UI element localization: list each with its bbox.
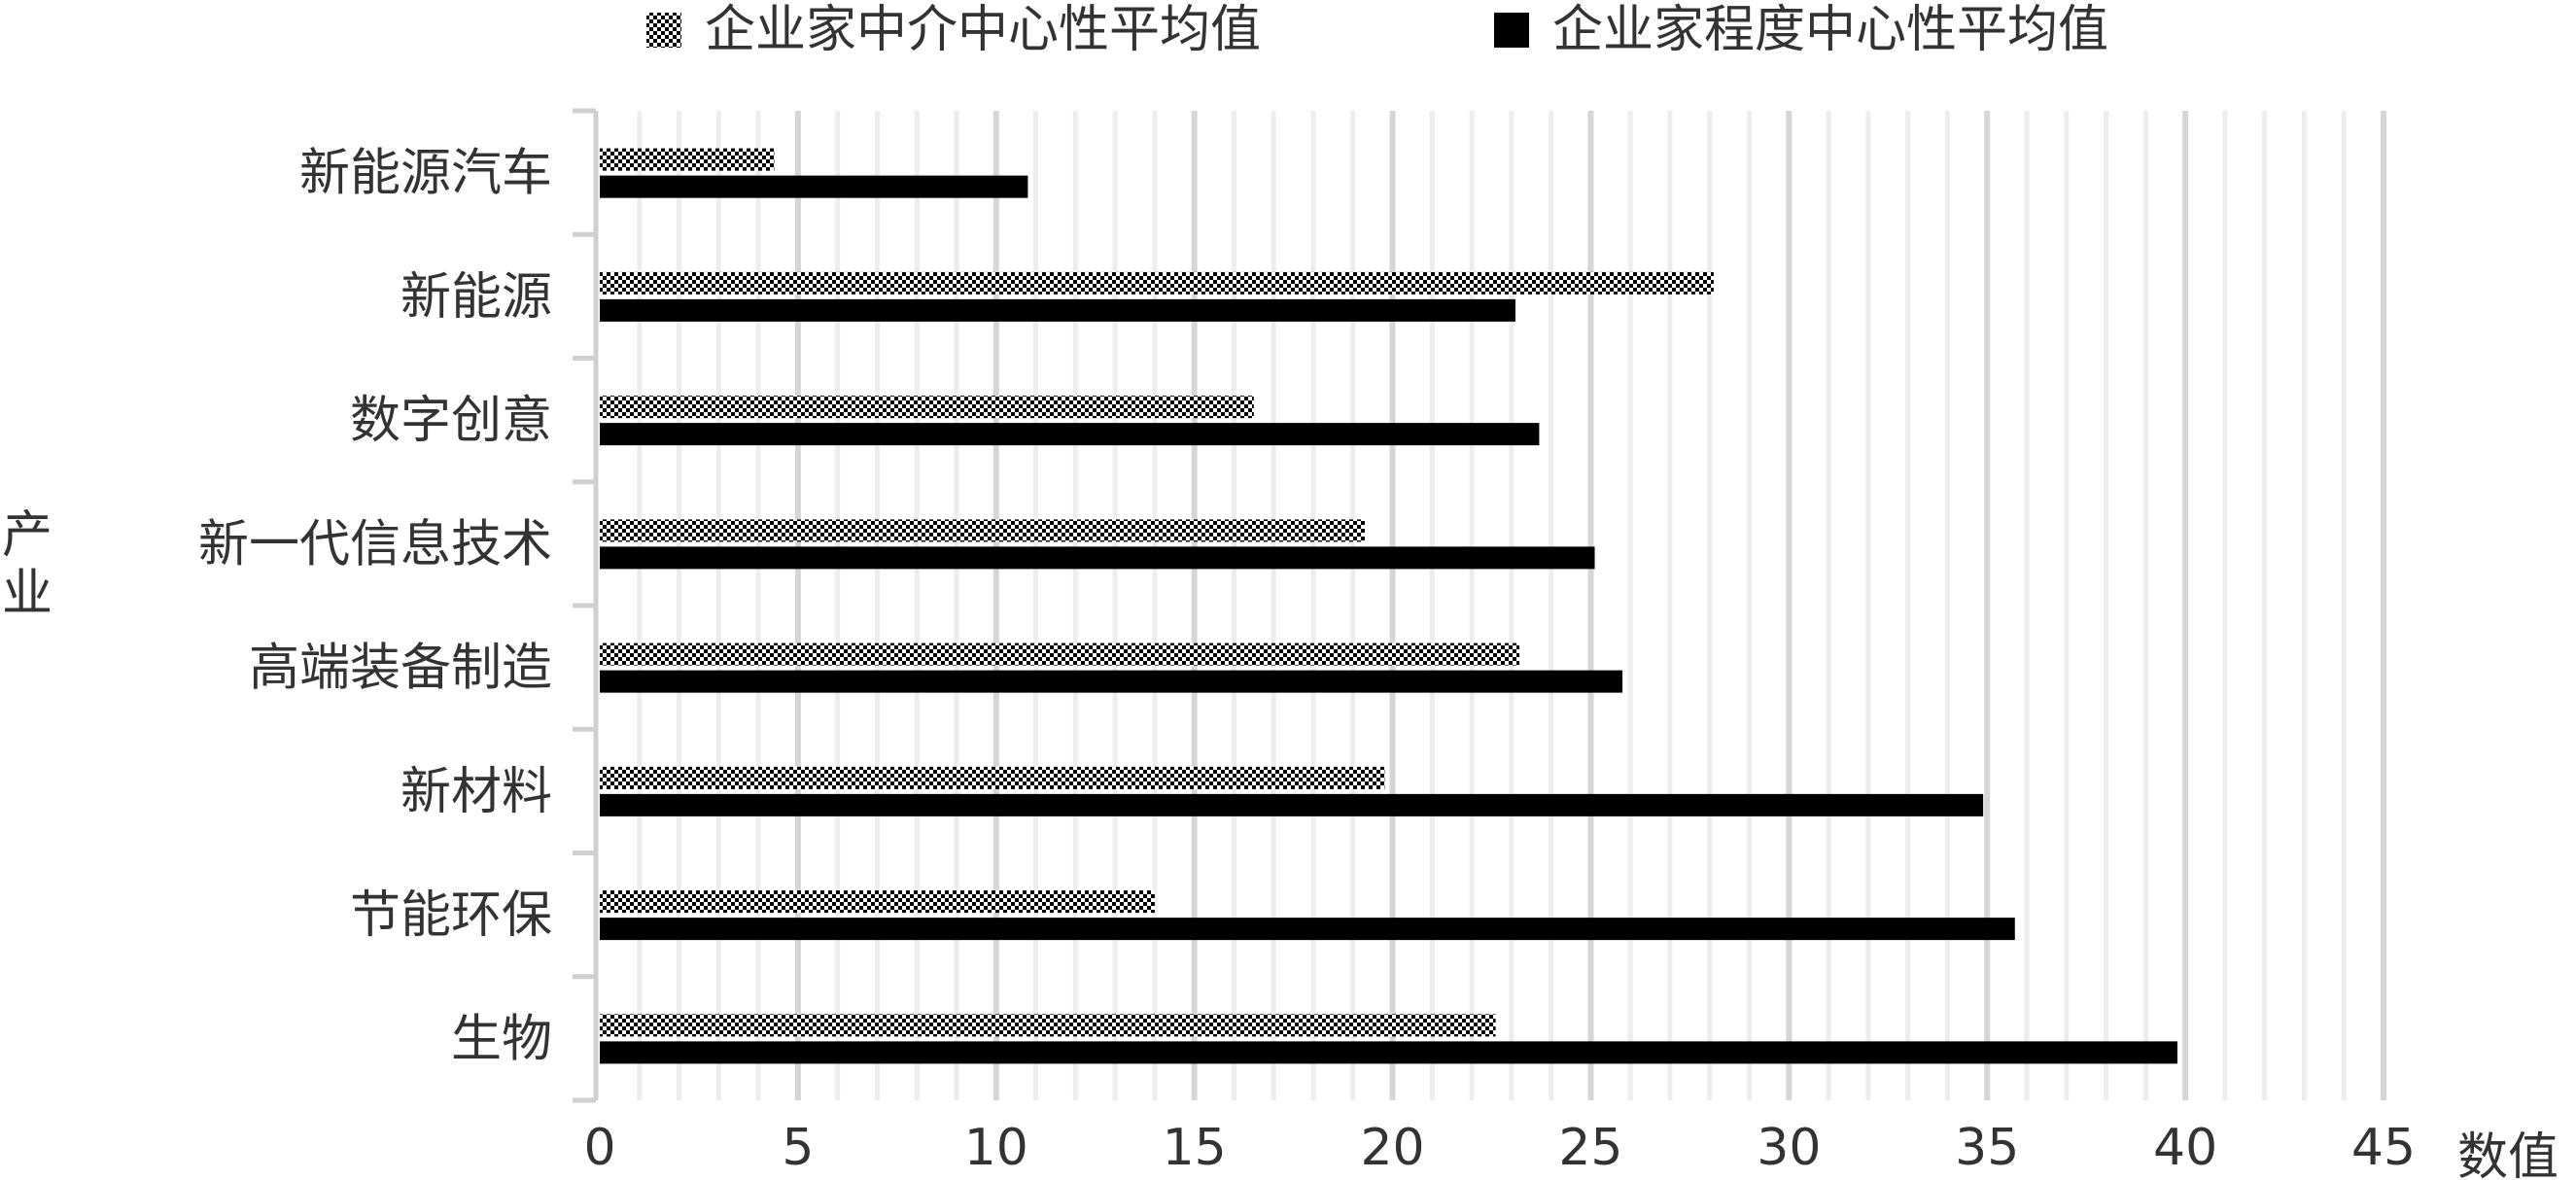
bars <box>600 148 2177 1064</box>
bar-series-1 <box>600 1014 1496 1037</box>
legend-swatch-series-2 <box>1494 13 1529 48</box>
category-label: 新能源 <box>400 268 552 327</box>
x-axis-title: 数值 <box>2457 1128 2559 1180</box>
category-label: 新能源汽车 <box>299 145 552 203</box>
x-tick-label: 10 <box>964 1119 1028 1177</box>
x-tick-label: 15 <box>1163 1119 1227 1177</box>
x-tick-label: 35 <box>1955 1119 2019 1177</box>
bar-series-1 <box>600 766 1385 789</box>
x-tick-label: 20 <box>1360 1119 1424 1177</box>
vertical-gridlines <box>637 111 2386 1100</box>
bar-series-1 <box>600 148 775 171</box>
legend-item-series-2: 企业家程度中心性平均值 <box>1494 1 2108 59</box>
bar-series-1 <box>600 396 1254 419</box>
category-label: 数字创意 <box>350 392 552 450</box>
category-label: 生物 <box>451 1010 552 1068</box>
bar-series-2 <box>600 793 1984 816</box>
bar-series-1 <box>600 890 1155 914</box>
y-axis-title: 产业 <box>2 506 52 623</box>
bar-series-2 <box>600 175 1028 198</box>
y-axis-tick-marks <box>573 108 596 1103</box>
bar-series-2 <box>600 918 2015 941</box>
x-tick-label: 0 <box>583 1119 615 1177</box>
bar-series-2 <box>600 298 1515 322</box>
x-tick-label: 45 <box>2351 1119 2416 1177</box>
x-tick-label: 25 <box>1558 1119 1622 1177</box>
y-axis <box>573 108 599 1103</box>
category-label: 高端装备制造 <box>249 640 552 698</box>
bar-series-2 <box>600 670 1623 693</box>
x-tick-label: 5 <box>782 1119 814 1177</box>
bar-series-2 <box>600 546 1595 570</box>
legend-label-series-1: 企业家中介中心性平均值 <box>705 1 1261 59</box>
bar-series-1 <box>600 271 1714 295</box>
x-tick-label: 40 <box>2153 1119 2217 1177</box>
bar-series-1 <box>600 519 1366 542</box>
chart-legend: 企业家中介中心性平均值 企业家程度中心性平均值 <box>646 1 2108 59</box>
category-label: 新一代信息技术 <box>198 515 552 573</box>
bar-series-2 <box>600 423 1540 446</box>
category-label: 节能环保 <box>350 886 552 945</box>
x-axis-tick-labels: 0 5 10 15 20 25 30 35 40 45 <box>583 1119 2416 1177</box>
bar-series-1 <box>600 642 1520 666</box>
legend-swatch-series-1 <box>646 13 681 48</box>
bar-series-2 <box>600 1041 2177 1064</box>
category-label: 新材料 <box>400 763 552 821</box>
legend-label-series-2: 企业家程度中心性平均值 <box>1552 1 2108 59</box>
legend-item-series-1: 企业家中介中心性平均值 <box>646 1 1261 59</box>
x-tick-label: 30 <box>1757 1119 1821 1177</box>
